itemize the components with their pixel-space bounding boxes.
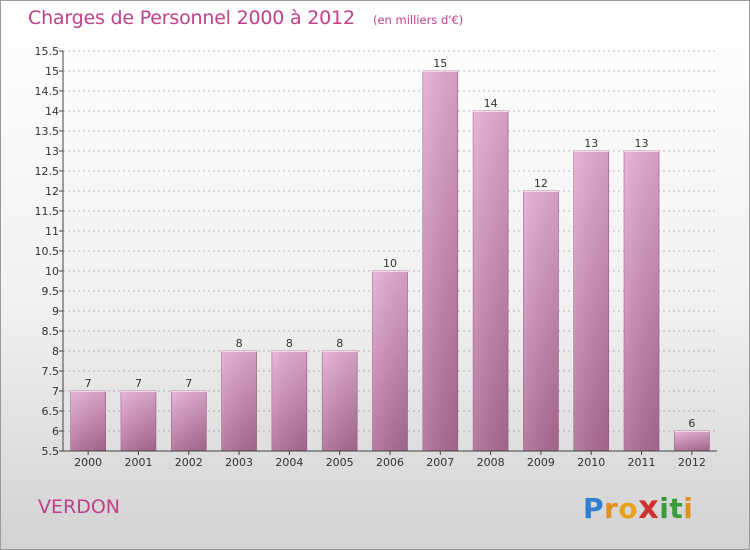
x-tick-label: 2002 [175,456,203,469]
data-label: 15 [433,57,447,70]
x-tick-label: 2012 [678,456,706,469]
bar-shading [573,151,609,451]
bar-shading [120,391,156,451]
y-tick-label: 5.5 [42,445,60,458]
y-tick-label: 7.5 [42,365,60,378]
logo-letter: i [659,492,670,525]
y-tick-label: 15.5 [35,45,60,58]
bar-shading [422,71,458,451]
y-axis-ticks: 5.5 6 6.5 7 7.5 8 8.5 9 9.5 10 10.5 11 11.5 12 12.5 13 1… [35,45,64,458]
data-label: 14 [484,97,498,110]
bar-shading [171,391,207,451]
bar-shading [70,391,106,451]
y-tick-label: 9 [52,305,59,318]
logo-letter: o [618,492,639,525]
data-label: 6 [688,417,695,430]
y-tick-label: 14.5 [35,85,60,98]
logo-letter: x [638,488,660,526]
y-tick-label: 7 [52,385,59,398]
logo-letter: i [683,492,694,525]
x-tick-label: 2005 [326,456,354,469]
place-name: VERDON [38,496,121,518]
y-tick-label: 14 [45,105,59,118]
y-tick-label: 13 [45,145,59,158]
y-tick-label: 10.5 [35,245,60,258]
data-label: 13 [635,137,649,150]
x-tick-label: 2006 [376,456,404,469]
y-tick-label: 15 [45,65,59,78]
data-labels: 7 7 7 8 8 8 10 15 14 12 13 13 6 [85,57,696,430]
data-label: 7 [185,377,192,390]
bar-shading [674,431,710,451]
x-tick-label: 2009 [527,456,555,469]
bar-shading [523,191,559,451]
x-tick-label: 2004 [275,456,303,469]
chart-subtitle: (en milliers d'€) [373,13,464,27]
x-tick-label: 2007 [426,456,454,469]
data-label: 12 [534,177,548,190]
y-tick-label: 10 [45,265,59,278]
bar-shading [221,351,257,451]
bars [70,70,710,452]
x-tick-label: 2010 [577,456,605,469]
bar-shading [473,111,509,451]
bar-shading [271,351,307,451]
data-label: 7 [135,377,142,390]
data-label: 7 [85,377,92,390]
x-tick-label: 2011 [628,456,656,469]
data-label: 8 [286,337,293,350]
y-tick-label: 8.5 [42,325,60,338]
y-tick-label: 6 [52,425,59,438]
x-axis-ticks: 2000 2001 2002 2003 2004 2005 2006 2007 2008 2009… [63,450,717,469]
bar-shading [322,351,358,451]
x-tick-label: 2008 [477,456,505,469]
y-tick-label: 6.5 [42,405,60,418]
y-tick-label: 11.5 [35,205,60,218]
bar-shading [372,271,408,451]
logo-letter: r [604,492,619,525]
chart-title: Charges de Personnel 2000 à 2012 [28,7,355,29]
logo-letter: t [669,492,684,525]
y-tick-label: 11 [45,225,59,238]
y-tick-label: 12 [45,185,59,198]
proxiti-logo: Proxiti [583,488,693,526]
y-tick-label: 13.5 [35,125,60,138]
y-tick-label: 8 [52,345,59,358]
data-label: 13 [584,137,598,150]
y-tick-label: 9.5 [42,285,60,298]
logo-letter: P [583,492,605,525]
x-tick-label: 2000 [74,456,102,469]
data-label: 10 [383,257,397,270]
data-label: 8 [336,337,343,350]
x-tick-label: 2003 [225,456,253,469]
y-tick-label: 12.5 [35,165,60,178]
x-tick-label: 2001 [124,456,152,469]
bar-shading [624,151,660,451]
data-label: 8 [236,337,243,350]
